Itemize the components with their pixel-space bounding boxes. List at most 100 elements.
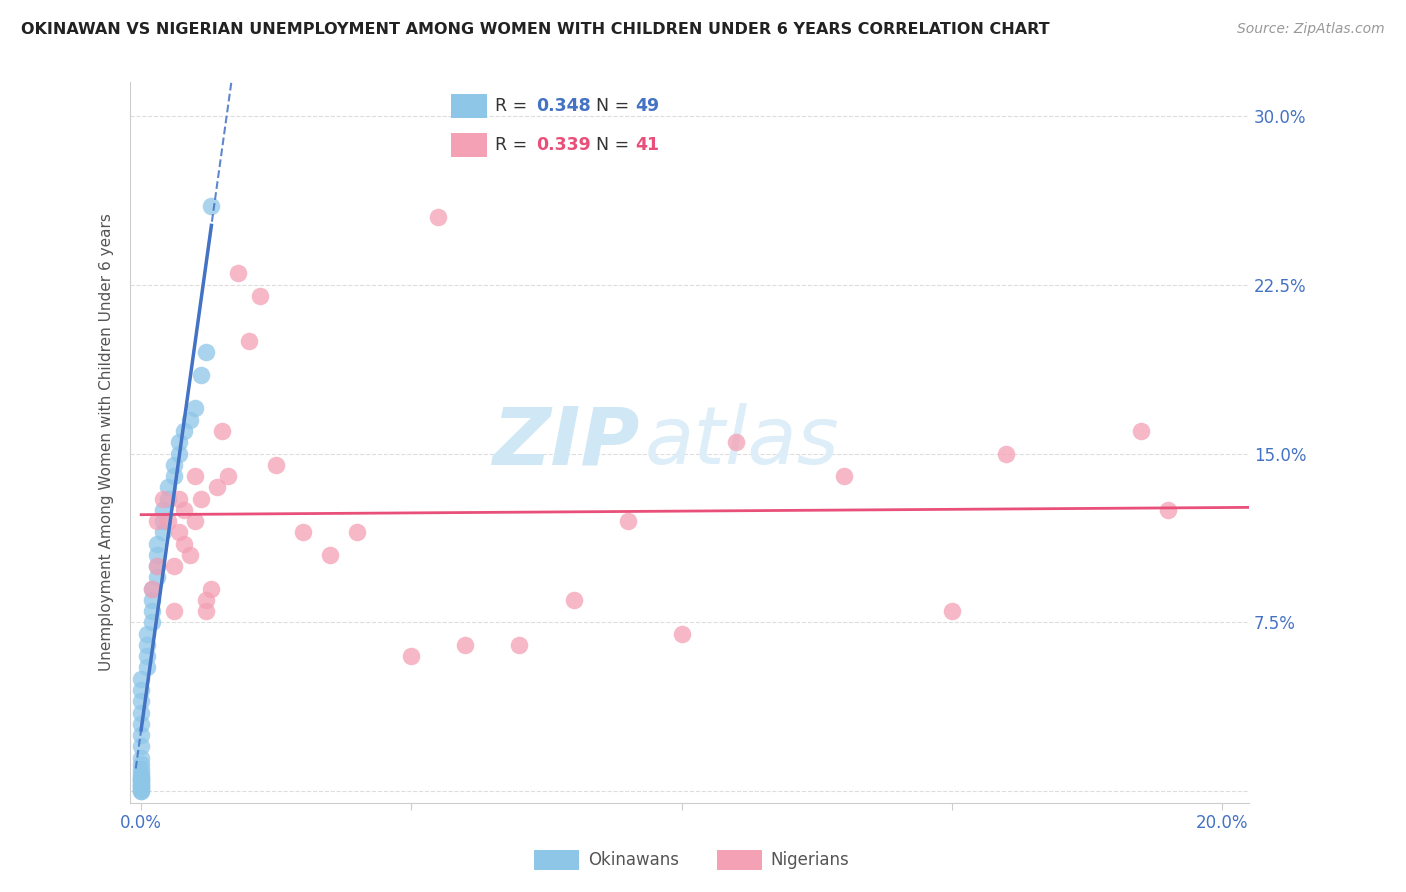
Point (217, 469, 239, 483)
Point (616, 514, 638, 528)
Point (146, 548, 169, 562)
Point (129, 757, 152, 772)
Point (129, 766, 152, 780)
Point (167, 525, 190, 540)
Point (141, 582, 163, 596)
Point (141, 593, 163, 607)
Text: 49: 49 (636, 97, 659, 115)
Y-axis label: Unemployment Among Women with Children Under 6 years: Unemployment Among Women with Children U… (100, 213, 114, 671)
Point (152, 514, 174, 528)
Point (195, 593, 218, 607)
Text: N =: N = (596, 136, 636, 154)
Point (129, 771, 152, 785)
Point (173, 536, 195, 550)
Point (173, 503, 195, 517)
Point (190, 368, 212, 382)
Point (832, 469, 855, 483)
Bar (451, 95, 486, 119)
Point (179, 413, 201, 427)
Point (129, 716, 152, 731)
Point (162, 469, 184, 483)
Point (157, 514, 180, 528)
Point (562, 593, 585, 607)
Text: ZIP: ZIP (492, 403, 640, 482)
Point (401, 649, 423, 664)
Point (135, 626, 157, 640)
Point (162, 458, 184, 472)
Point (129, 780, 152, 794)
Point (200, 582, 222, 596)
Point (173, 424, 195, 438)
Point (724, 435, 747, 450)
Text: Nigerians: Nigerians (770, 851, 849, 869)
Point (508, 638, 530, 652)
Point (129, 728, 152, 742)
Point (135, 649, 157, 664)
Point (994, 446, 1017, 460)
Point (157, 480, 180, 494)
Point (152, 525, 174, 540)
Text: 0.348: 0.348 (536, 97, 591, 115)
Point (195, 345, 218, 359)
Point (264, 458, 287, 472)
Point (141, 615, 163, 630)
Point (190, 491, 212, 506)
Point (152, 503, 174, 517)
Point (184, 401, 207, 416)
Text: Okinawans: Okinawans (588, 851, 679, 869)
Point (146, 514, 169, 528)
Point (1157, 503, 1180, 517)
Point (941, 604, 963, 618)
Point (129, 739, 152, 754)
Point (129, 775, 152, 789)
Text: R =: R = (495, 136, 533, 154)
Point (146, 559, 169, 574)
Point (129, 782, 152, 797)
Text: 0.339: 0.339 (536, 136, 591, 154)
Point (454, 638, 477, 652)
Point (129, 683, 152, 698)
Text: R =: R = (495, 97, 533, 115)
Point (129, 672, 152, 686)
Point (129, 784, 152, 798)
Bar (451, 133, 486, 157)
Point (129, 784, 152, 798)
Point (162, 559, 184, 574)
Point (129, 762, 152, 776)
Point (1130, 424, 1153, 438)
Point (129, 773, 152, 788)
Point (195, 604, 218, 618)
Point (167, 446, 190, 460)
Text: Source: ZipAtlas.com: Source: ZipAtlas.com (1237, 22, 1385, 37)
Point (200, 199, 222, 213)
Point (249, 289, 271, 303)
Point (238, 334, 260, 348)
Point (146, 536, 169, 550)
Point (184, 469, 207, 483)
Point (146, 559, 169, 574)
Point (129, 773, 152, 788)
Point (141, 604, 163, 618)
Point (129, 750, 152, 764)
Point (157, 491, 180, 506)
Point (135, 660, 157, 674)
Point (135, 638, 157, 652)
Point (167, 435, 190, 450)
Point (129, 694, 152, 708)
Point (292, 525, 315, 540)
Point (427, 210, 450, 224)
Point (162, 604, 184, 618)
Point (167, 491, 190, 506)
Text: 41: 41 (636, 136, 659, 154)
Point (179, 548, 201, 562)
Point (146, 570, 169, 584)
Text: N =: N = (596, 97, 636, 115)
Point (211, 424, 233, 438)
Point (184, 514, 207, 528)
Point (346, 525, 368, 540)
Point (129, 778, 152, 792)
Point (129, 768, 152, 782)
Point (205, 480, 228, 494)
Point (671, 626, 693, 640)
Point (129, 778, 152, 792)
